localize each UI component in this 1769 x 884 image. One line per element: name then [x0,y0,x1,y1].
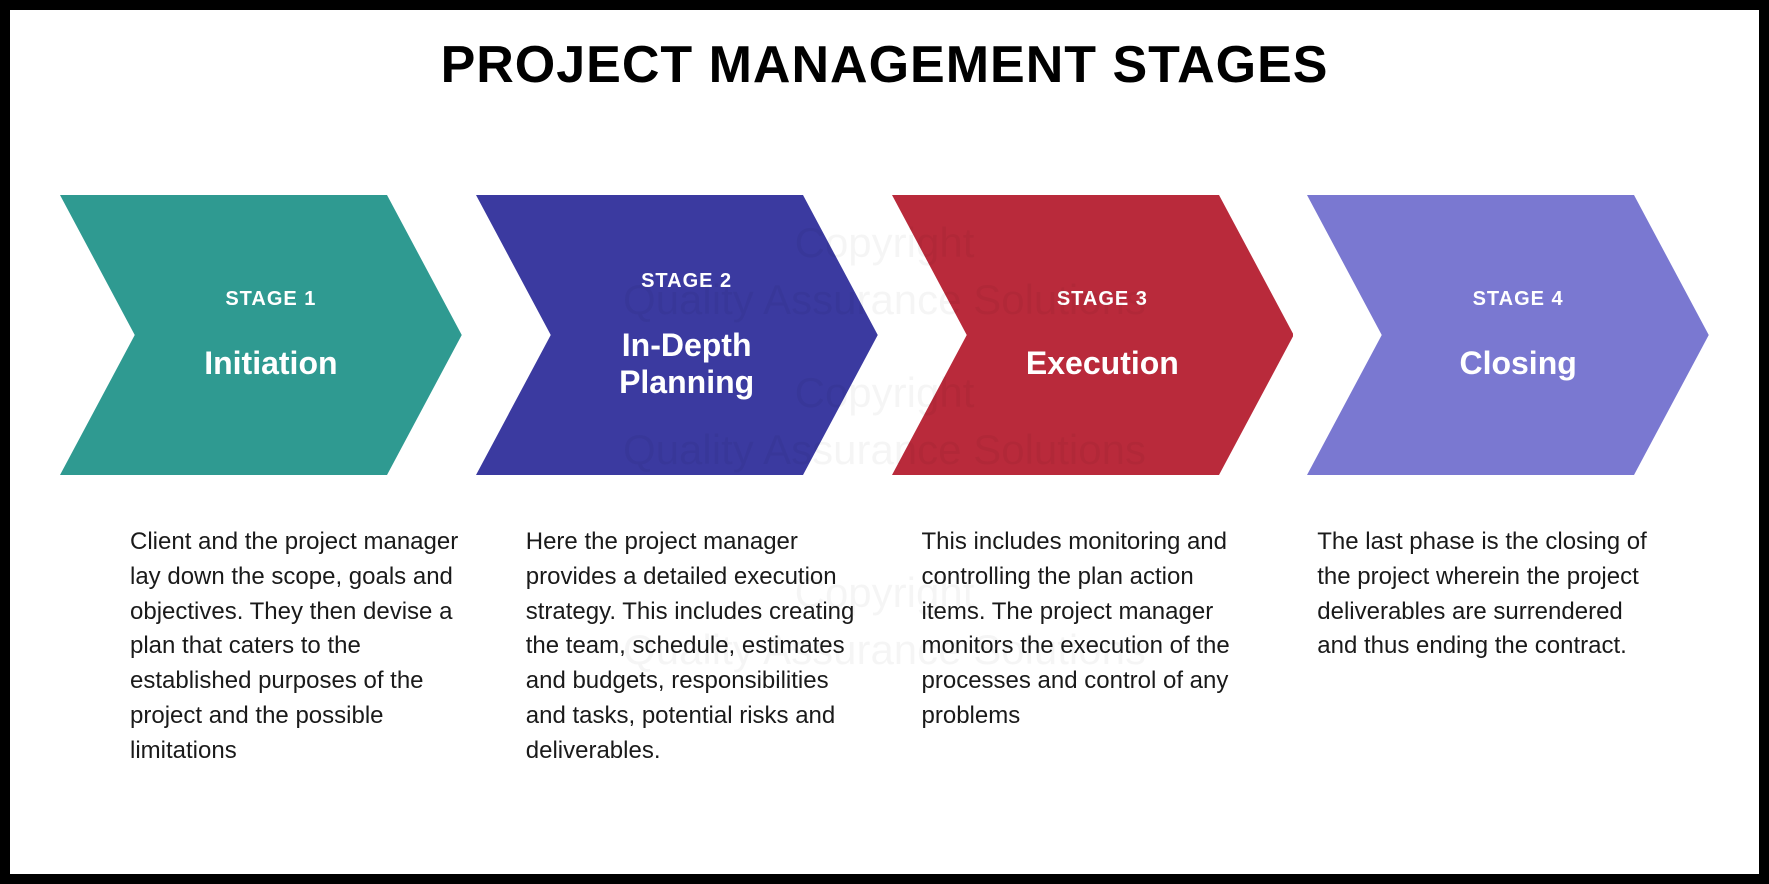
stage-4-title: Closing [1459,345,1576,382]
chevron-content-1: STAGE 1 Initiation [60,195,462,475]
stage-4-description: The last phase is the closing of the pro… [1307,525,1689,769]
descriptions-row: Client and the project manager lay down … [60,525,1709,769]
stage-3-title: Execution [1026,345,1179,382]
stage-3-description: This includes monitoring and controlling… [912,525,1294,769]
chevron-content-4: STAGE 4 Closing [1307,195,1709,475]
chevron-stage-4: STAGE 4 Closing [1307,195,1709,475]
chevron-stage-3: STAGE 3 Execution [892,195,1294,475]
chevron-content-2: STAGE 2 In-Depth Planning [476,195,878,475]
stage-3-label: STAGE 3 [1057,288,1148,311]
stage-4-label: STAGE 4 [1473,288,1564,311]
diagram-frame: PROJECT MANAGEMENT STAGES STAGE 1 Initia… [0,0,1769,884]
chevron-stage-1: STAGE 1 Initiation [60,195,462,475]
stage-1-description: Client and the project manager lay down … [120,525,502,769]
stage-1-title: Initiation [204,345,337,382]
stage-1-label: STAGE 1 [225,288,316,311]
stage-2-label: STAGE 2 [641,270,732,293]
page-title: PROJECT MANAGEMENT STAGES [60,35,1709,95]
chevron-row: STAGE 1 Initiation STAGE 2 In-Depth Plan… [60,195,1709,475]
stage-2-description: Here the project manager provides a deta… [516,525,898,769]
stage-2-title: In-Depth Planning [556,327,818,401]
chevron-content-3: STAGE 3 Execution [892,195,1294,475]
chevron-stage-2: STAGE 2 In-Depth Planning [476,195,878,475]
